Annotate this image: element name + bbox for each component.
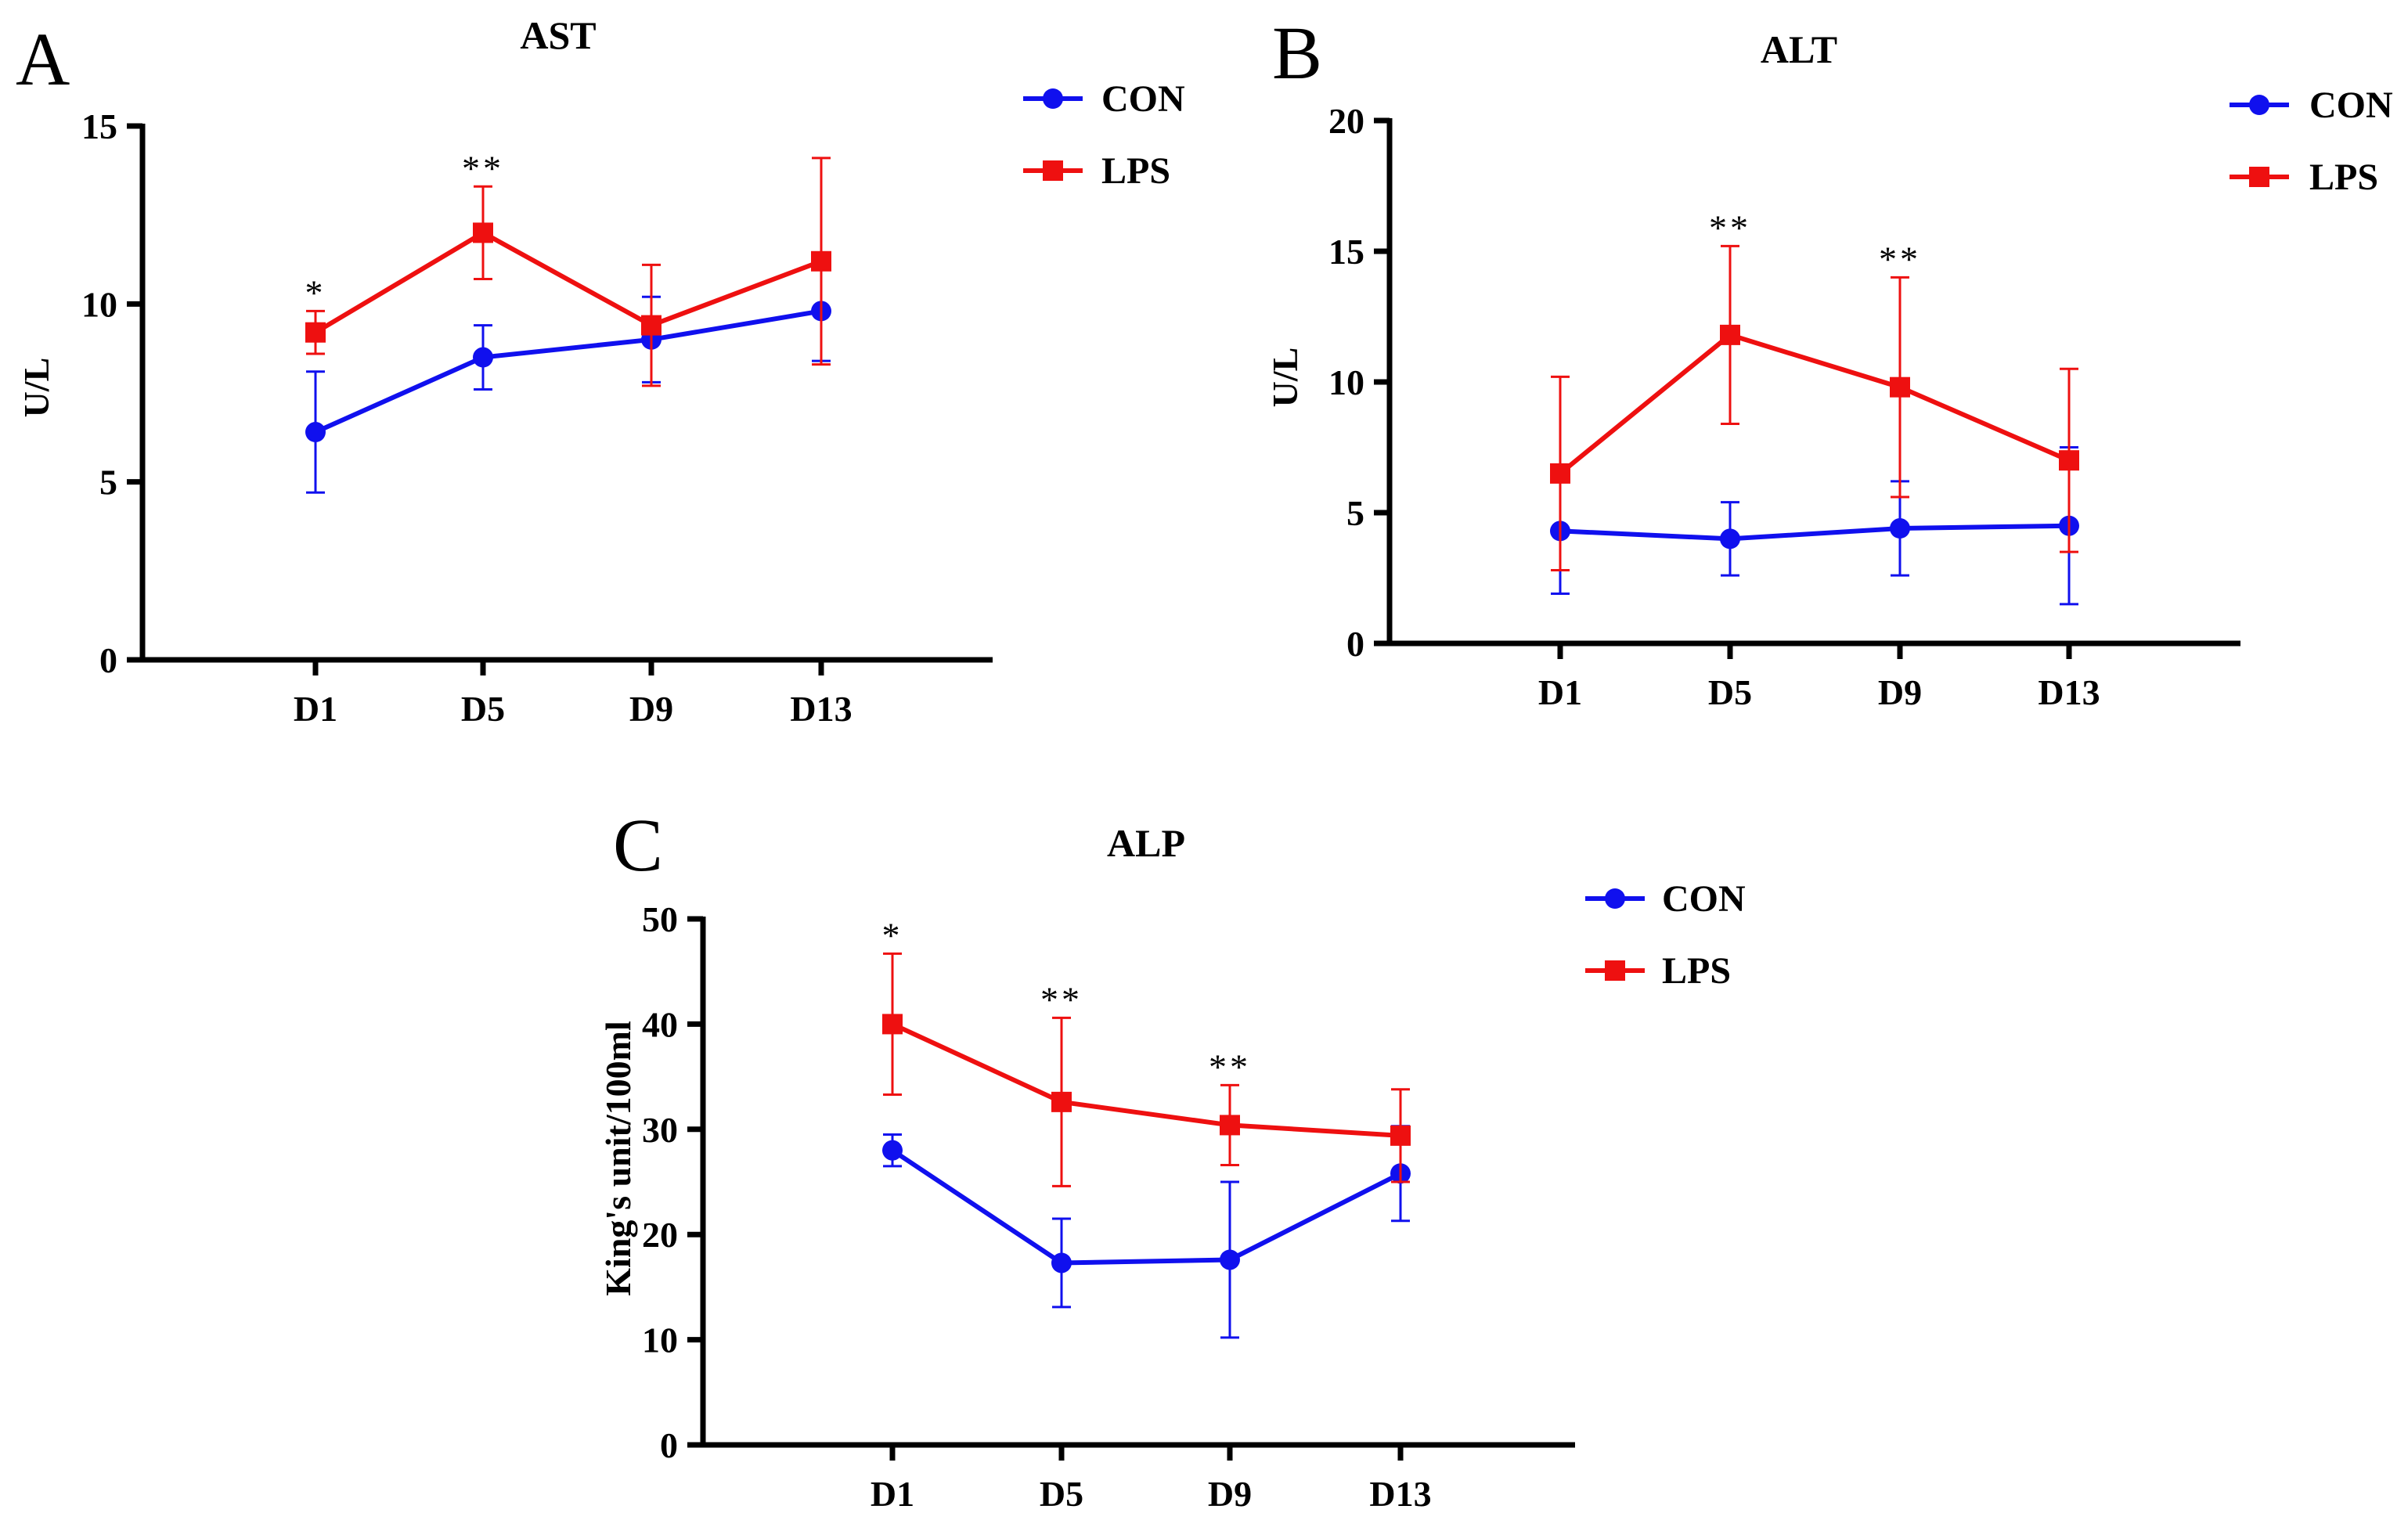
data-point-lps (882, 1014, 903, 1035)
data-point-lps (305, 322, 326, 343)
legend-marker-con (1043, 88, 1063, 109)
y-axis-label-c: King's unit/100ml (598, 1021, 638, 1295)
y-tick-label-a: 5 (99, 463, 117, 503)
data-point-lps (811, 250, 831, 272)
series-line-lps (314, 229, 823, 335)
legend-label-lps: LPS (1101, 150, 1170, 192)
chart-title-a: AST (520, 13, 596, 57)
data-point-lps (641, 315, 661, 336)
y-axis-label-a: U/L (16, 358, 56, 418)
y-tick-label-a: 0 (99, 640, 117, 680)
series-line-lps (1559, 332, 2071, 476)
panel-c: C ALP 0 10 20 30 40 50 D1 D5 D9 D13 King's unit/100m… (598, 803, 1746, 1514)
data-point-lps (473, 222, 493, 243)
x-tick-label-b: D13 (2038, 672, 2100, 712)
y-tick-label-b: 10 (1328, 362, 1364, 402)
legend-label-con: CON (1662, 878, 1746, 920)
significance-label-a: ** (462, 148, 504, 188)
data-point-lps (1051, 1091, 1072, 1112)
data-point-con (1720, 528, 1740, 549)
y-tick-label-c: 40 (642, 1004, 678, 1044)
data-point-lps (1550, 463, 1570, 484)
panel-letter-b: B (1272, 11, 1322, 95)
data-point-lps (1890, 376, 1910, 398)
series-lps-c (882, 952, 1411, 1187)
legend-marker-con (1605, 888, 1625, 909)
legend-label-lps: LPS (1662, 950, 1731, 992)
y-tick-label-c: 10 (642, 1320, 678, 1360)
data-point-lps (1220, 1115, 1240, 1136)
legend-marker-lps (1605, 960, 1625, 981)
y-tick-label-c: 20 (642, 1215, 678, 1255)
series-lps-b (1550, 244, 2079, 571)
significance-label-c: ** (1040, 979, 1083, 1019)
significance-label-b: ** (1709, 207, 1751, 247)
legend-label-con: CON (1101, 78, 1185, 120)
data-point-con (1890, 518, 1910, 539)
x-tick-label-c: D5 (1040, 1474, 1083, 1514)
chart-title-c: ALP (1107, 821, 1185, 865)
series-line-con (891, 1148, 1402, 1266)
y-tick-label-c: 50 (642, 899, 678, 939)
y-tick-label-b: 15 (1328, 232, 1364, 272)
x-tick-label-c: D13 (1369, 1474, 1431, 1514)
x-tick-label-a: D9 (629, 689, 673, 729)
x-tick-label-c: D1 (871, 1474, 914, 1514)
legend-marker-lps (1043, 160, 1063, 181)
data-point-con (473, 347, 493, 368)
series-line-con (1559, 523, 2070, 542)
series-con-a (305, 260, 831, 494)
x-tick-label-b: D9 (1878, 672, 1922, 712)
legend-marker-lps (2249, 167, 2269, 187)
series-con-b (1550, 446, 2079, 606)
significance-label-c: * (882, 915, 903, 955)
x-tick-label-b: D5 (1708, 672, 1752, 712)
data-point-con (1220, 1249, 1240, 1270)
legend-c: CON LPS (1585, 878, 1746, 992)
x-tick-label-a: D13 (790, 689, 852, 729)
y-tick-label-b: 20 (1328, 101, 1364, 141)
series-line-lps (891, 1021, 1401, 1138)
legend-label-lps: LPS (2309, 157, 2378, 198)
legend-a: CON LPS (1023, 78, 1185, 192)
legend-b: CON LPS (2230, 85, 2393, 198)
data-point-con (882, 1140, 903, 1161)
x-tick-label-b: D1 (1538, 672, 1582, 712)
y-tick-label-a: 15 (81, 106, 117, 146)
x-tick-label-c: D9 (1208, 1474, 1252, 1514)
y-tick-label-b: 5 (1346, 493, 1364, 533)
data-point-lps (1720, 324, 1740, 345)
panel-letter-a: A (16, 17, 70, 101)
y-tick-label-c: 0 (660, 1425, 678, 1465)
series-lps-a (305, 157, 831, 387)
data-point-con (1051, 1252, 1072, 1273)
significance-label-c: ** (1209, 1046, 1251, 1086)
data-point-lps (1390, 1125, 1411, 1146)
data-point-lps (2059, 450, 2079, 471)
panel-b: B ALT 0 5 10 15 20 D1 D5 D9 D13 U/L ** ** CON LPS (1265, 11, 2393, 712)
y-tick-label-a: 10 (81, 284, 117, 324)
significance-label-a: * (305, 272, 326, 312)
series-con-c (882, 1125, 1411, 1339)
x-tick-label-a: D1 (294, 689, 337, 729)
significance-label-b: ** (1879, 239, 1921, 279)
series-line-con (314, 308, 822, 434)
y-axis-label-b: U/L (1265, 348, 1305, 408)
legend-marker-con (2249, 95, 2269, 115)
panel-letter-c: C (613, 803, 663, 887)
y-tick-label-c: 30 (642, 1110, 678, 1150)
chart-title-b: ALT (1761, 27, 1837, 71)
data-point-con (305, 422, 326, 443)
y-tick-label-b: 0 (1346, 624, 1364, 664)
x-tick-label-a: D5 (461, 689, 505, 729)
legend-label-con: CON (2309, 85, 2393, 126)
